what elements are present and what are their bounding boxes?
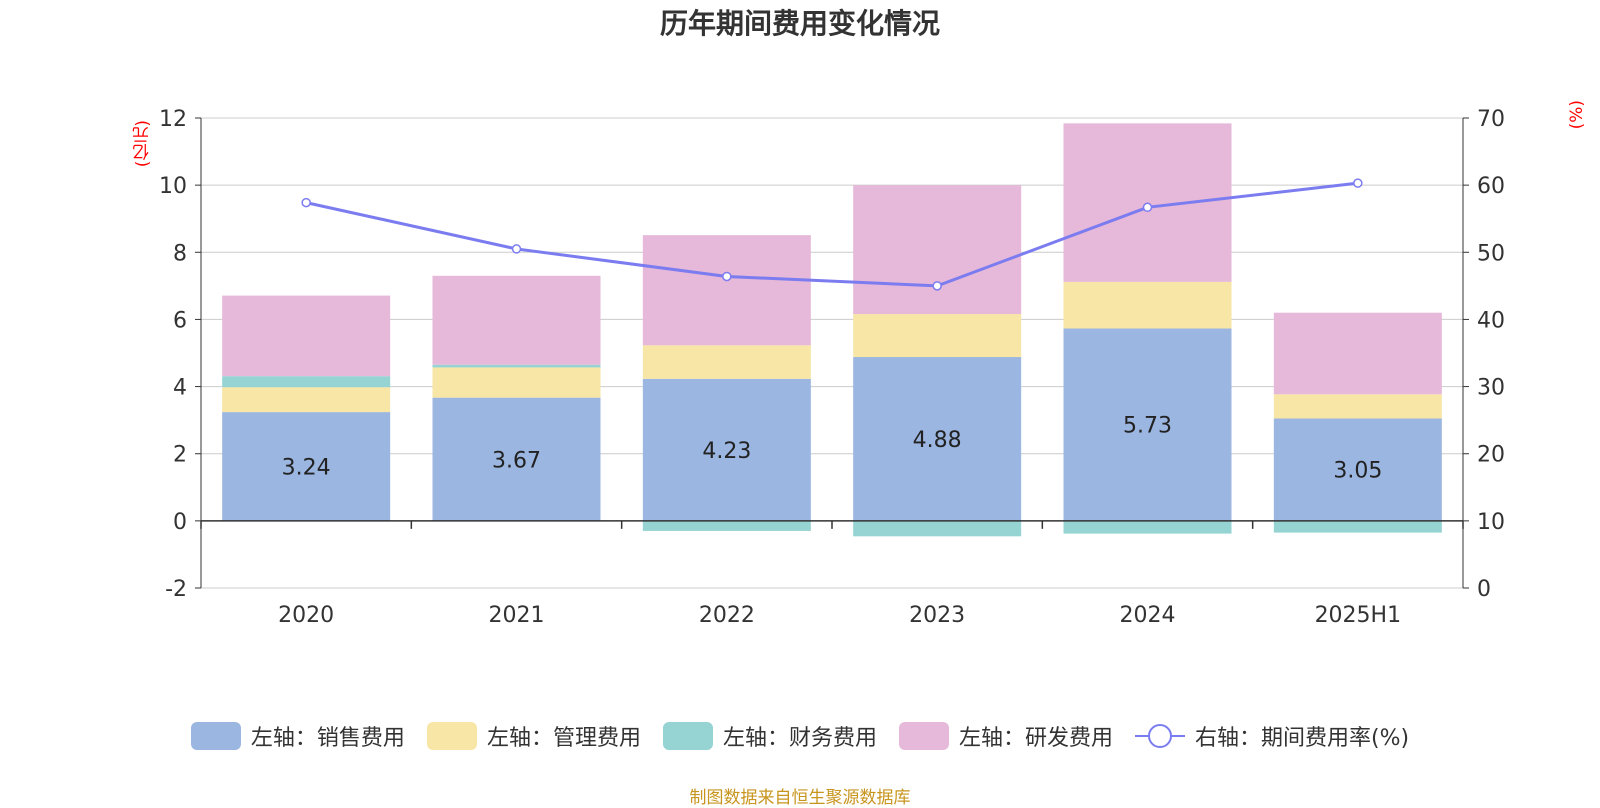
legend-label-rate: 右轴：期间费用率(%): [1194, 726, 1410, 751]
left-axis-tick-label: 8: [173, 241, 187, 266]
bar-segment: [432, 275, 601, 365]
bar-segment: [222, 387, 391, 413]
legend-item-rd[interactable]: 左轴：研发费用: [898, 720, 1113, 752]
right-axis-tick-label: 70: [1477, 107, 1505, 132]
rate-point: [511, 244, 522, 254]
legend-item-finance[interactable]: 左轴：财务费用: [662, 720, 877, 752]
bar-segment: [222, 376, 391, 388]
rate-point: [722, 271, 732, 282]
bar-segment: [642, 520, 811, 531]
legend-swatch-finance: [662, 722, 713, 750]
bar-segment: [1273, 394, 1442, 419]
x-axis-tick-label: 2023: [909, 603, 965, 628]
bar-segment: [1063, 328, 1232, 521]
x-axis-tick-label: 2020: [278, 603, 334, 628]
rate-point: [301, 197, 311, 208]
x-axis-tick-label: 2024: [1120, 603, 1176, 628]
left-axis-tick-label: -2: [165, 577, 187, 602]
legend-line-marker-icon: [1134, 722, 1185, 750]
bar-data-label: 3.67: [492, 448, 541, 473]
bar-segment: [1273, 312, 1442, 395]
bar-data-label: 3.05: [1333, 459, 1382, 484]
source-note: 制图数据来自恒生聚源数据库: [689, 788, 911, 808]
legend-label-rd: 左轴：研发费用: [958, 726, 1113, 751]
legend-item-sales[interactable]: 左轴：销售费用: [190, 720, 405, 752]
right-axis-tick-label: 40: [1477, 308, 1505, 333]
left-axis-tick-label: 2: [173, 443, 187, 468]
legend-swatch-admin: [426, 722, 477, 750]
legend-swatch-sales: [190, 722, 241, 750]
bar-segment: [222, 295, 391, 377]
bar-segment: [642, 345, 811, 379]
legend-label-finance: 左轴：财务费用: [722, 726, 877, 751]
legend-item-admin[interactable]: 左轴：管理费用: [426, 720, 641, 752]
chart-title: 历年期间费用变化情况: [659, 7, 940, 40]
x-axis-tick-label: 2022: [699, 603, 755, 628]
bar-data-label: 4.88: [913, 428, 962, 453]
bar-segment: [432, 367, 601, 398]
right-axis-tick-label: 30: [1477, 376, 1505, 401]
right-axis-tick-label: 20: [1477, 443, 1505, 468]
x-axis-tick-label: 2021: [489, 603, 545, 628]
bar-segment: [432, 364, 601, 368]
bar-segment: [1273, 418, 1442, 521]
legend-swatch-rd: [898, 722, 949, 750]
legend-item-rate[interactable]: 右轴：期间费用率(%): [1134, 720, 1410, 752]
right-axis-tick-label: 50: [1477, 241, 1505, 266]
bar-segment: [1063, 281, 1232, 329]
bar-data-label: 3.24: [282, 455, 331, 480]
left-axis-tick-label: 6: [173, 308, 187, 333]
legend-label-sales: 左轴：销售费用: [250, 726, 405, 751]
bar-data-label: 5.73: [1123, 414, 1172, 439]
plot-area: -2 0 2 4 6 8 10 12 0 10 20 30 40 50 60 70 2020 2021 2022 20…: [159, 107, 1505, 628]
left-axis-tick-label: 12: [159, 107, 187, 132]
left-axis-tick-label: 0: [173, 510, 187, 535]
bar-segment: [1273, 520, 1442, 533]
bar-segment: [853, 314, 1022, 358]
bar-segment: [853, 357, 1022, 521]
rate-point: [932, 281, 942, 291]
bar-segment: [853, 520, 1022, 537]
bar-data-label: 4.23: [702, 439, 751, 464]
left-axis-tick-label: 4: [173, 376, 187, 401]
legend-label-admin: 左轴：管理费用: [486, 726, 641, 751]
legend: 左轴：销售费用 左轴：管理费用 左轴：财务费用 左轴：研发费用 右轴：期间费用率…: [0, 720, 1600, 752]
bar-segment: [1063, 520, 1232, 534]
right-axis-tick-label: 10: [1477, 510, 1505, 535]
bar-segment: [642, 378, 811, 521]
bar-segment: [432, 397, 601, 521]
bar-segment: [222, 412, 391, 521]
x-axis-tick-label: 2025H1: [1315, 603, 1402, 628]
rate-point: [1142, 202, 1153, 213]
bar-segment: [642, 235, 811, 346]
rate-point: [1353, 178, 1363, 188]
rate-line: [305, 181, 1359, 288]
right-axis-tick-label: 60: [1477, 174, 1505, 199]
bar-segment: [853, 185, 1022, 315]
left-axis-tick-label: 10: [159, 174, 187, 199]
right-axis-tick-label: 0: [1477, 577, 1491, 602]
